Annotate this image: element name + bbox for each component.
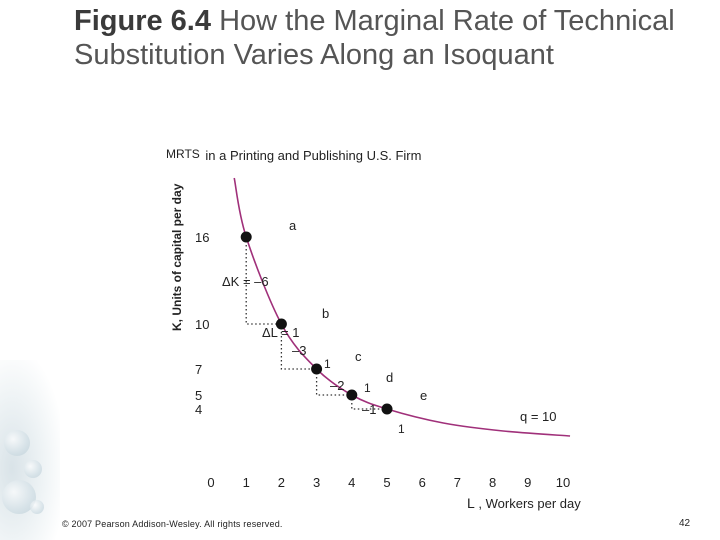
point-c [311, 363, 323, 375]
point-d [346, 389, 358, 401]
step-a-b [245, 237, 282, 325]
x-tick-label: 10 [556, 475, 570, 490]
diagram-subtitle: MRTS in a Printing and Publishing U.S. F… [166, 146, 421, 163]
x-tick-label: 4 [348, 475, 355, 490]
point-label-d: d [386, 370, 393, 385]
y-axis-label: K, Units of capital per day [170, 183, 184, 331]
y-tick-label: 4 [195, 402, 202, 417]
subtitle-mrts: MRTS [166, 147, 200, 161]
annotation-dk-bc: –3 [292, 343, 306, 358]
point-label-c: c [355, 349, 362, 364]
annotation-dk-de: –1 [362, 402, 376, 417]
page-number: 42 [679, 518, 691, 529]
x-tick-label: 8 [489, 475, 496, 490]
point-a [240, 231, 252, 243]
annotation-dl-cd: 1 [364, 381, 371, 395]
x-tick-label: 2 [278, 475, 285, 490]
isoquant-label: q = 10 [520, 409, 557, 424]
y-tick-label: 7 [195, 362, 202, 377]
x-tick-label: 9 [524, 475, 531, 490]
x-tick-label: 1 [243, 475, 250, 490]
annotation-dl-de: 1 [398, 422, 405, 436]
annotation-dk-ab: ΔK = –6 [222, 274, 269, 289]
x-axis-label: L , Workers per day [467, 495, 581, 511]
x-tick-labels: 0 1 2 3 4 5 6 7 8 9 10 [207, 475, 570, 490]
x-tick-label: 3 [313, 475, 320, 490]
x-tick-label: 5 [383, 475, 390, 490]
point-label-a: a [289, 218, 297, 233]
isoquant-points [240, 231, 393, 415]
point-label-b: b [322, 306, 329, 321]
y-tick-label: 16 [195, 230, 209, 245]
y-tick-label: 10 [195, 317, 209, 332]
x-axis-label-rest: , Workers per day [478, 496, 581, 511]
x-tick-label: 7 [454, 475, 461, 490]
y-tick-label: 5 [195, 388, 202, 403]
x-tick-label: 0 [207, 475, 214, 490]
background-decoration [0, 360, 60, 540]
annotation-dl-bc: 1 [324, 357, 331, 371]
point-b [275, 318, 287, 330]
x-tick-label: 6 [419, 475, 426, 490]
subtitle-rest: in a Printing and Publishing U.S. Firm [205, 148, 421, 163]
step-c-d [315, 369, 352, 396]
y-tick-labels: 16 10 7 54 [195, 230, 209, 417]
slide-title: Figure 6.4 How the Marginal Rate of Tech… [74, 4, 694, 72]
figure-number: Figure 6.4 [74, 5, 211, 37]
copyright-footer: © 2007 Pearson Addison-Wesley. All right… [62, 519, 283, 529]
point-e [381, 403, 393, 415]
annotation-dl-ab: ΔL = 1 [262, 325, 299, 340]
step-b-c [280, 324, 317, 370]
point-label-e: e [420, 388, 427, 403]
x-axis-label-letter: L [467, 495, 475, 511]
annotation-dk-cd: –2 [330, 378, 344, 393]
isoquant-curve [233, 177, 571, 437]
figure-caption: How the Marginal Rate of Technical Subst… [74, 5, 675, 71]
